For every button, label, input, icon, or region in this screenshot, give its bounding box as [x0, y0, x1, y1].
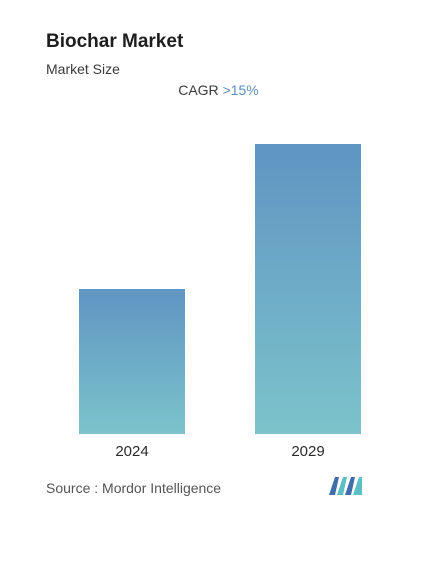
x-tick-label-2024: 2024: [115, 443, 148, 460]
x-tick-label-2029: 2029: [291, 443, 324, 460]
cagr-value: >15%: [222, 82, 259, 98]
x-tick-labels: 2024 2029: [115, 443, 324, 460]
cagr-label: CAGR: [178, 82, 219, 98]
chart-title: Biochar Market: [46, 31, 184, 52]
mordor-intelligence-logo-icon: [329, 477, 362, 495]
bars-layer: [79, 144, 361, 434]
source-text: Source : Mordor Intelligence: [46, 480, 222, 496]
cagr-text: CAGR >15%: [0, 82, 437, 98]
chart-subtitle: Market Size: [46, 61, 120, 77]
bar-chart: 2024 2029: [79, 144, 361, 460]
bar-2024: [79, 289, 185, 434]
bar-2029: [255, 144, 361, 434]
